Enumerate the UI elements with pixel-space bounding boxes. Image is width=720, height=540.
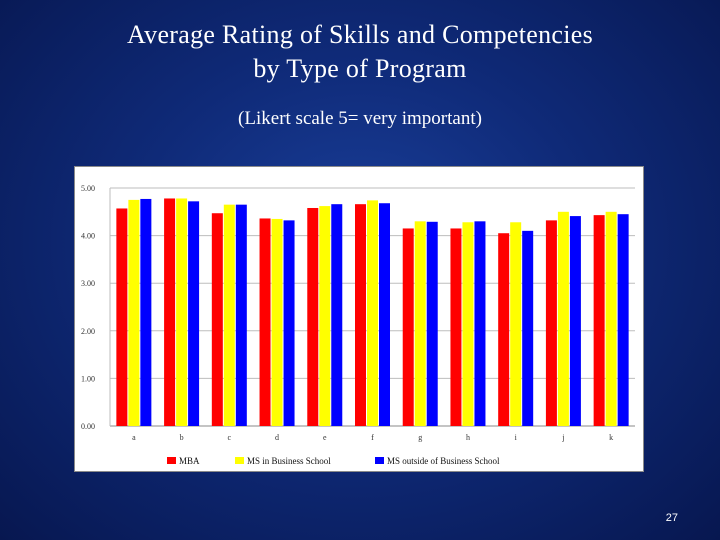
x-tick-label: f xyxy=(371,433,374,442)
x-tick-label: j xyxy=(561,433,564,442)
y-tick-label: 4.00 xyxy=(81,232,95,241)
y-tick-label: 5.00 xyxy=(81,184,95,193)
legend-label: MS in Business School xyxy=(247,456,331,466)
bar-d-series-1 xyxy=(259,218,271,426)
bar-b-series-1 xyxy=(164,198,176,426)
x-tick-label: d xyxy=(275,433,279,442)
bar-h-series-2 xyxy=(462,222,474,426)
bar-f-series-1 xyxy=(355,204,366,426)
bar-f-series-2 xyxy=(367,200,378,426)
legend-label: MBA xyxy=(179,456,200,466)
bar-k-series-2 xyxy=(605,211,617,426)
bar-e-series-2 xyxy=(319,206,331,426)
bar-i-series-3 xyxy=(522,230,534,426)
bar-h-series-1 xyxy=(450,228,462,426)
bar-j-series-1 xyxy=(545,220,557,426)
bar-c-series-1 xyxy=(211,213,223,426)
x-tick-label: e xyxy=(323,433,327,442)
bar-chart: 0.00 1.00 2.00 3.00 4.00 5.00 a b c d e f g h i j k MBA MS… xyxy=(81,184,635,466)
bar-i-series-2 xyxy=(510,222,522,426)
chart-frame: 0.00 1.00 2.00 3.00 4.00 5.00 a b c d e f g h i j k MBA MS… xyxy=(74,166,644,472)
bar-e-series-1 xyxy=(307,207,319,426)
slide-title: Average Rating of Skills and Competencie… xyxy=(0,18,720,86)
bar-f-series-3 xyxy=(379,203,390,426)
legend-swatch xyxy=(167,457,176,464)
bar-d-series-2 xyxy=(271,218,283,426)
y-tick-label: 0.00 xyxy=(81,422,95,431)
x-tick-label: b xyxy=(180,433,184,442)
bar-k-series-3 xyxy=(617,214,629,426)
bar-g-series-3 xyxy=(426,221,438,426)
bar-a-series-2 xyxy=(128,199,140,426)
y-tick-label: 1.00 xyxy=(81,374,95,383)
bar-a-series-1 xyxy=(116,208,128,426)
x-tick-label: h xyxy=(466,433,470,442)
bar-g-series-2 xyxy=(414,221,426,426)
x-tick-label: k xyxy=(609,433,613,442)
bar-d-series-3 xyxy=(283,220,295,426)
legend-swatch xyxy=(235,457,244,464)
bar-b-series-2 xyxy=(176,198,188,426)
bar-c-series-2 xyxy=(223,204,235,426)
page-number: 27 xyxy=(665,512,678,524)
x-tick-label: c xyxy=(228,433,232,442)
bar-b-series-3 xyxy=(188,201,200,426)
slide-title-line-2: by Type of Program xyxy=(253,54,467,83)
bar-k-series-1 xyxy=(593,215,605,426)
x-tick-label: g xyxy=(418,433,422,442)
bar-j-series-2 xyxy=(557,211,569,426)
bar-h-series-3 xyxy=(474,221,486,426)
bar-a-series-3 xyxy=(140,198,152,426)
slide-title-line-1: Average Rating of Skills and Competencie… xyxy=(127,20,593,49)
x-tick-label: i xyxy=(515,433,518,442)
legend-label: MS outside of Business School xyxy=(387,456,500,466)
bar-j-series-3 xyxy=(569,216,581,426)
bar-e-series-3 xyxy=(331,204,343,426)
bar-c-series-3 xyxy=(235,204,247,426)
y-tick-label: 3.00 xyxy=(81,279,95,288)
bar-i-series-1 xyxy=(498,233,510,426)
bar-g-series-1 xyxy=(402,228,414,426)
x-tick-label: a xyxy=(132,433,136,442)
y-tick-label: 2.00 xyxy=(81,327,95,336)
legend-swatch xyxy=(375,457,384,464)
slide-subtitle: (Likert scale 5= very important) xyxy=(238,108,482,129)
